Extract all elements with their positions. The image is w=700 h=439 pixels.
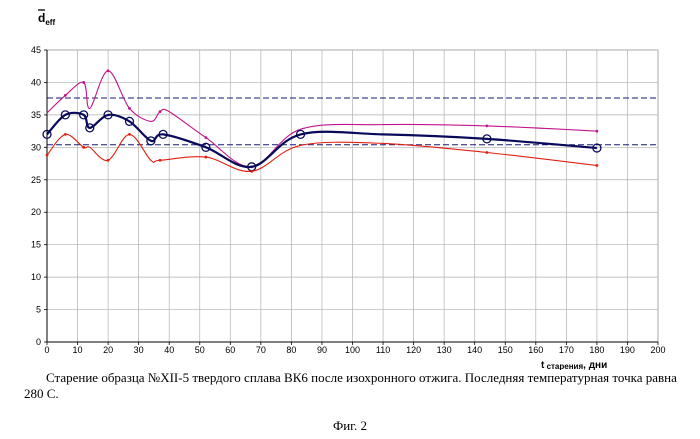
figure-number: Фиг. 2 [0,418,700,434]
x-tick-label: 50 [195,345,205,355]
data-point-marker [486,125,489,128]
x-tick-label: 200 [650,345,665,355]
data-point-marker [107,69,110,72]
y-tick-label: 0 [36,337,41,347]
data-point-marker [64,94,67,97]
x-tick-label: 130 [437,345,452,355]
x-tick-label: 70 [256,345,266,355]
data-point-marker [159,110,162,113]
x-tick-label: 150 [498,345,513,355]
x-tick-label: 100 [345,345,360,355]
x-tick-label: 0 [44,345,49,355]
x-tick-label: 140 [467,345,482,355]
y-axis-label: deff [38,11,55,27]
y-tick-label: 25 [31,175,41,185]
data-point-marker [107,159,110,162]
grid [47,50,658,342]
x-tick-label: 160 [528,345,543,355]
line-chart: 0102030405060708090100110120130140150160… [0,0,700,370]
x-tick-label: 30 [134,345,144,355]
data-point-marker [596,164,599,167]
x-tick-label: 180 [589,345,604,355]
data-point-marker [159,159,162,162]
y-tick-label: 15 [31,240,41,250]
data-point-marker [250,170,253,173]
y-tick-label: 10 [31,272,41,282]
y-tick-label: 30 [31,142,41,152]
x-tick-label: 170 [559,345,574,355]
y-tick-label: 20 [31,207,41,217]
x-tick-label: 10 [73,345,83,355]
x-tick-label: 110 [376,345,390,355]
x-tick-label: 40 [164,345,174,355]
x-tick-label: 20 [103,345,113,355]
data-point-marker [64,133,67,136]
data-point-marker [596,130,599,133]
data-point-marker [204,136,207,139]
data-point-marker [128,133,131,136]
figure-caption: Старение образца №XII-5 твердого сплава … [24,370,696,402]
x-tick-label: 120 [406,345,421,355]
y-tick-label: 40 [31,77,41,87]
y-tick-label: 5 [36,305,41,315]
data-point-marker [128,107,131,110]
x-axis-label: t старения, дни [541,360,607,370]
x-tick-label: 80 [286,345,296,355]
data-point-marker [82,81,85,84]
data-point-marker [82,146,85,149]
data-point-marker [486,151,489,154]
y-tick-label: 35 [31,110,41,120]
x-tick-label: 60 [225,345,235,355]
y-tick-label: 45 [31,45,41,55]
x-tick-label: 190 [620,345,635,355]
x-tick-label: 90 [317,345,327,355]
data-point-marker [204,156,207,159]
data-point-marker [46,154,49,157]
